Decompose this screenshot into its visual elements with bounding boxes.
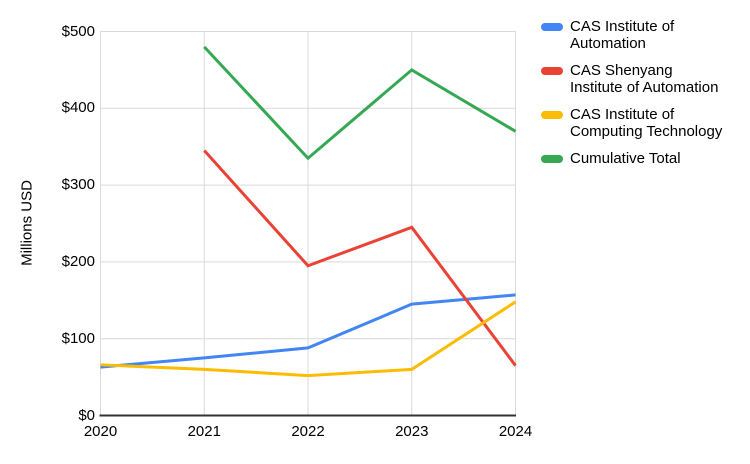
legend-item-cumulative-total[interactable]: Cumulative Total bbox=[541, 150, 741, 167]
x-tick-label: 2021 bbox=[187, 423, 221, 440]
x-tick-label: 2023 bbox=[395, 423, 429, 440]
legend-swatch-icon bbox=[541, 22, 563, 31]
legend-label: CAS Institute of Computing Technology bbox=[570, 106, 723, 140]
x-tick-label: 2022 bbox=[291, 423, 325, 440]
series-line-cas-institute-of-computing-technology bbox=[100, 300, 517, 378]
legend-item-cas-institute-of-computing-technology[interactable]: CAS Institute of Computing Technology bbox=[541, 106, 741, 140]
y-tick-label: $200 bbox=[61, 252, 95, 270]
y-tick-label: $400 bbox=[61, 99, 95, 117]
y-axis-title: Millions USD bbox=[18, 180, 36, 266]
legend-label: CAS Shenyang Institute of Automation bbox=[570, 62, 719, 96]
legend-item-cas-shenyang-institute-of-automation[interactable]: CAS Shenyang Institute of Automation bbox=[541, 62, 741, 96]
y-tick-label: $100 bbox=[61, 329, 95, 347]
y-tick-label: $0 bbox=[78, 406, 95, 424]
legend-swatch-icon bbox=[541, 66, 563, 75]
chart-legend: CAS Institute of Automation CAS Shenyang … bbox=[541, 18, 741, 167]
series-line-cas-shenyang-institute-of-automation bbox=[203, 149, 517, 367]
legend-item-cas-institute-of-automation[interactable]: CAS Institute of Automation bbox=[541, 18, 741, 52]
legend-label: CAS Institute of Automation bbox=[570, 18, 675, 52]
legend-label: Cumulative Total bbox=[570, 150, 681, 167]
x-tick-label: 2020 bbox=[83, 423, 118, 440]
y-tick-label: $300 bbox=[61, 176, 95, 194]
legend-swatch-icon bbox=[541, 110, 563, 119]
x-tick-label: 2024 bbox=[498, 423, 533, 440]
legend-swatch-icon bbox=[541, 154, 563, 163]
series-line-cas-institute-of-automation bbox=[100, 293, 516, 369]
series-line-cumulative-total bbox=[203, 45, 517, 161]
y-tick-label: $500 bbox=[61, 22, 95, 40]
